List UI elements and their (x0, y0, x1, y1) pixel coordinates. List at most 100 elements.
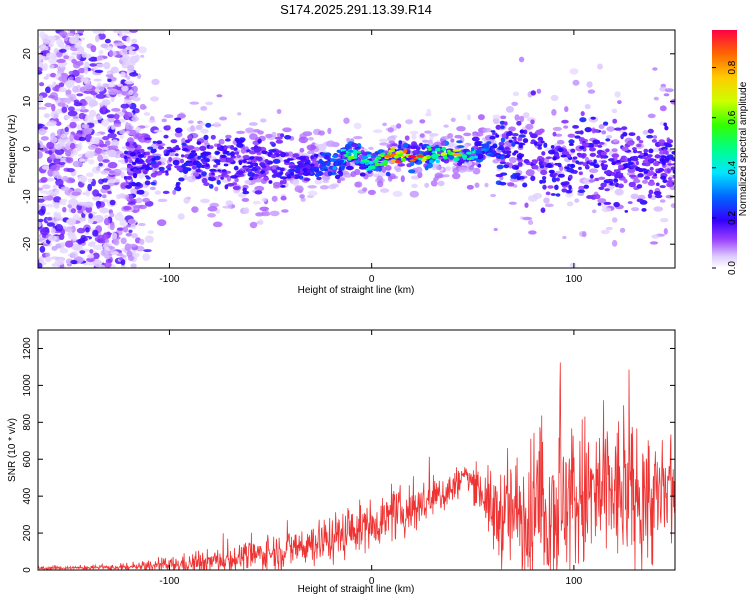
heatmap-cell (613, 201, 620, 208)
heatmap-cell (38, 187, 43, 191)
heatmap-cell (525, 169, 535, 177)
heatmap-cell (286, 174, 293, 177)
heatmap-cell (124, 150, 128, 155)
heatmap-cell (223, 163, 229, 167)
heatmap-cell (660, 175, 667, 180)
heatmap-cell (415, 166, 423, 174)
heatmap-cell (613, 169, 618, 173)
heatmap-cell (90, 45, 97, 53)
heatmap-cell (557, 147, 564, 152)
heatmap-cell (569, 68, 579, 75)
heatmap-cell (388, 173, 396, 180)
heatmap-cell (200, 128, 209, 134)
heatmap-cell (126, 99, 133, 105)
heatmap-cell (132, 172, 138, 179)
heatmap-cell (109, 212, 115, 218)
heatmap-cell (145, 164, 150, 168)
colorbar-tick-label: 0.8 (727, 60, 738, 74)
heatmap-cell (61, 175, 69, 182)
heatmap-cell (103, 61, 111, 70)
heatmap-cell (191, 157, 196, 161)
heatmap-cell (492, 117, 500, 125)
heatmap-cell (646, 154, 653, 158)
heatmap-cell (280, 185, 286, 188)
heatmap-cell (147, 230, 154, 234)
heatmap-cell (258, 219, 264, 226)
heatmap-cell (147, 157, 151, 160)
heatmap-cell (269, 210, 280, 217)
heatmap-cell (143, 170, 148, 175)
heatmap-cell (137, 153, 145, 158)
heatmap-cell (556, 139, 565, 145)
heatmap-cell (48, 56, 59, 65)
x-tick-label: 100 (566, 576, 583, 587)
heatmap-cell (233, 147, 238, 151)
heatmap-cell (48, 43, 53, 48)
heatmap-cell (323, 171, 329, 177)
heatmap-cell (123, 175, 128, 180)
heatmap-cell (108, 88, 118, 95)
heatmap-cell (501, 133, 507, 139)
heatmap-cell (64, 227, 73, 233)
heatmap-cell (80, 37, 86, 41)
heatmap-cell (552, 131, 557, 137)
heatmap-cell (361, 159, 370, 163)
heatmap-cell (481, 148, 487, 151)
heatmap-cell (81, 176, 86, 184)
heatmap-cell (550, 94, 559, 102)
heatmap-cell (102, 194, 107, 199)
heatmap-cell (638, 140, 644, 144)
heatmap-cell (73, 135, 80, 141)
heatmap-cell (361, 155, 369, 160)
heatmap-cell (508, 201, 517, 205)
heatmap-cell (242, 154, 250, 159)
heatmap-cell (581, 231, 587, 238)
heatmap-cell (216, 94, 223, 98)
heatmap-cell (574, 130, 583, 135)
heatmap-cell (396, 123, 402, 129)
heatmap-cell (326, 161, 331, 167)
heatmap-cell (120, 71, 126, 78)
heatmap-cell (167, 149, 175, 153)
heatmap-cell (648, 148, 654, 154)
heatmap-cell (461, 154, 468, 159)
heatmap-cell (138, 222, 146, 227)
heatmap-cell (524, 202, 529, 208)
heatmap-cell (517, 161, 523, 167)
heatmap-cell (100, 43, 109, 48)
spectrogram-x-ticks: -100 0 100 (159, 30, 583, 285)
heatmap-cell (102, 136, 110, 141)
heatmap-cell (631, 207, 640, 212)
y-tick-label: 800 (22, 414, 33, 431)
heatmap-cell (657, 168, 665, 172)
heatmap-cell (578, 171, 583, 176)
heatmap-cell (236, 154, 242, 158)
heatmap-cell (127, 144, 136, 148)
heatmap-cell (628, 181, 636, 188)
heatmap-cell (79, 250, 86, 255)
heatmap-cell (125, 130, 130, 134)
heatmap-cell (128, 218, 136, 225)
heatmap-cell (440, 152, 448, 156)
heatmap-cell (648, 189, 654, 195)
heatmap-cell (660, 218, 669, 223)
heatmap-cell (627, 167, 636, 173)
heatmap-cell (200, 198, 210, 204)
heatmap-cell (261, 197, 267, 202)
heatmap-cell (127, 243, 137, 248)
heatmap-cell (361, 151, 368, 156)
heatmap-cell (274, 150, 283, 154)
heatmap-cell (76, 46, 85, 55)
heatmap-cell (345, 165, 354, 171)
heatmap-cell (135, 133, 140, 138)
heatmap-cell (97, 33, 106, 40)
heatmap-cell (601, 130, 607, 135)
heatmap-cell (614, 127, 622, 131)
heatmap-cell (294, 185, 304, 192)
heatmap-cell (454, 157, 458, 161)
heatmap-cell (55, 224, 63, 232)
heatmap-cell (450, 138, 455, 143)
heatmap-cell (205, 122, 212, 128)
heatmap-cell (376, 175, 383, 182)
heatmap-cell (139, 148, 145, 153)
